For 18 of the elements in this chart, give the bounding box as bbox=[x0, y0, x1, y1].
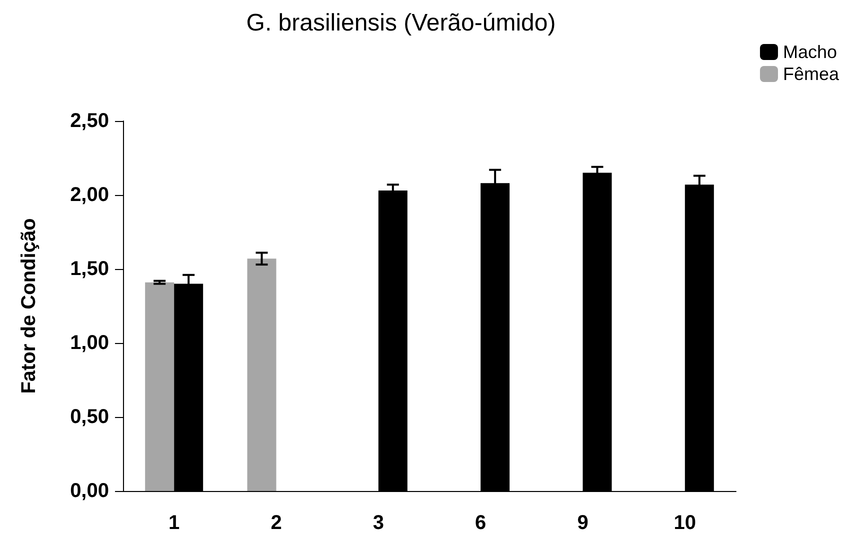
y-tick-label: 0,00 bbox=[70, 480, 109, 502]
y-tick-label: 2,00 bbox=[70, 184, 109, 206]
chart-title: G. brasiliensis (Verão-úmido) bbox=[246, 10, 556, 36]
x-tick-label: 6 bbox=[475, 512, 486, 534]
x-tick-label: 9 bbox=[577, 512, 588, 534]
y-tick-label: 0,50 bbox=[70, 406, 109, 428]
y-tick-label: 1,50 bbox=[70, 258, 109, 280]
x-tick-label: 10 bbox=[674, 512, 696, 534]
legend-label: Macho bbox=[782, 42, 838, 62]
x-tick-label: 2 bbox=[270, 512, 282, 534]
x-tick-label: 1 bbox=[168, 512, 180, 534]
x-tick-label: 3 bbox=[372, 512, 384, 534]
bar bbox=[145, 282, 174, 491]
y-axis-title: Fator de Condição bbox=[18, 218, 40, 394]
legend-label: Fêmea bbox=[782, 64, 840, 84]
y-tick-label: 1,00 bbox=[70, 332, 109, 354]
bar bbox=[247, 258, 276, 491]
y-tick-label: 2,50 bbox=[70, 110, 109, 132]
